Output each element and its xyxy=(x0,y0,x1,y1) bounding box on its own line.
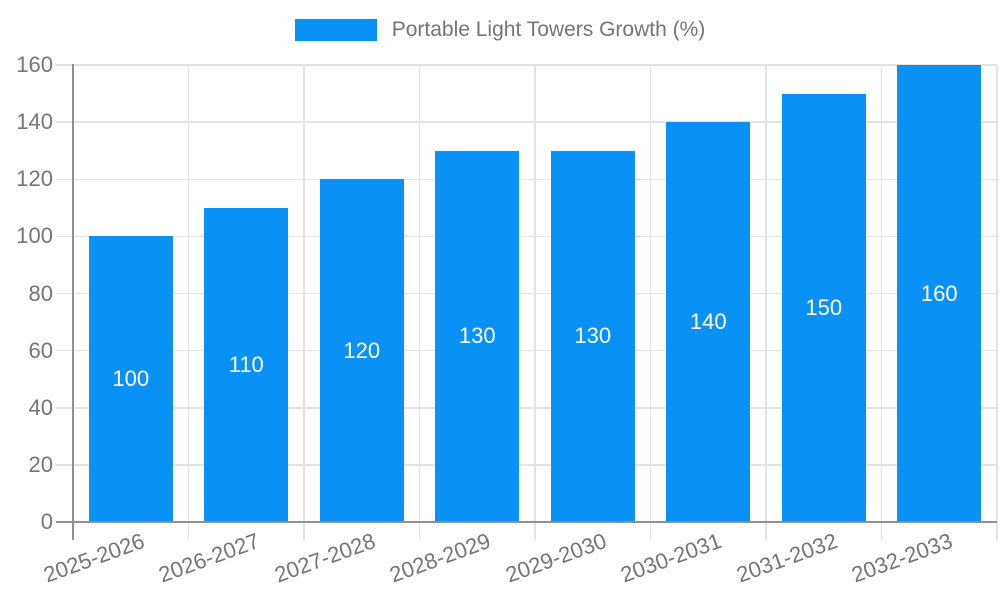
x-gridline xyxy=(303,65,305,540)
bar-value-label: 110 xyxy=(228,351,264,377)
bar: 130 xyxy=(550,150,635,522)
x-gridline xyxy=(534,65,536,540)
bar-value-label: 130 xyxy=(458,323,496,349)
y-gridline xyxy=(56,178,997,180)
x-axis-tick-label: 2031-2032 xyxy=(732,528,841,588)
y-axis-tick-label: 120 xyxy=(16,166,53,192)
bar: 150 xyxy=(781,93,866,522)
bar-value-label: 100 xyxy=(112,366,150,392)
y-axis-tick-label: 40 xyxy=(28,394,53,420)
y-axis-line xyxy=(71,64,74,540)
y-axis-tick-label: 100 xyxy=(16,223,53,249)
bar: 140 xyxy=(666,122,751,522)
bar: 160 xyxy=(897,65,982,522)
bar-value-label: 160 xyxy=(920,280,958,306)
bar-value-label: 150 xyxy=(805,294,843,320)
x-gridline xyxy=(187,65,190,540)
x-gridline xyxy=(996,65,998,540)
x-gridline xyxy=(418,65,421,540)
y-gridline xyxy=(56,121,997,123)
bar: 100 xyxy=(88,236,173,522)
y-gridline xyxy=(56,349,997,352)
x-axis-tick-label: 2026-2027 xyxy=(155,528,263,588)
x-axis-tick-label: 2029-2030 xyxy=(501,528,610,588)
y-axis-tick-label: 160 xyxy=(16,52,53,77)
y-axis-tick-label: 140 xyxy=(16,109,53,135)
y-axis-tick-label: 0 xyxy=(40,509,53,534)
x-axis-tick-label: 2025-2026 xyxy=(39,528,148,588)
y-axis-tick-label: 20 xyxy=(28,451,53,477)
y-gridline xyxy=(56,464,997,466)
bar: 130 xyxy=(435,150,520,522)
bar: 110 xyxy=(204,207,289,522)
x-axis-line xyxy=(56,521,997,523)
bar: 120 xyxy=(319,179,404,522)
x-axis-tick-label: 2032-2033 xyxy=(848,528,956,588)
x-gridline xyxy=(765,65,767,540)
x-axis-tick-label: 2028-2029 xyxy=(386,528,494,588)
legend-swatch xyxy=(294,19,377,41)
x-axis-tick-label: 2030-2031 xyxy=(617,528,725,588)
y-gridline xyxy=(56,235,997,238)
y-gridline xyxy=(56,292,997,295)
bar-value-label: 120 xyxy=(343,337,381,363)
legend-label: Portable Light Towers Growth (%) xyxy=(391,18,706,41)
bar-value-label: 140 xyxy=(689,309,727,335)
y-axis-tick-label: 60 xyxy=(28,337,53,363)
y-gridline xyxy=(56,407,997,409)
y-axis-tick-label: 80 xyxy=(28,280,53,306)
x-gridline xyxy=(880,65,883,540)
bar-value-label: 130 xyxy=(574,323,612,349)
x-gridline xyxy=(649,65,652,540)
y-gridline xyxy=(56,64,997,66)
legend: Portable Light Towers Growth (%) xyxy=(0,18,1000,42)
x-axis-tick-label: 2027-2028 xyxy=(270,528,379,588)
